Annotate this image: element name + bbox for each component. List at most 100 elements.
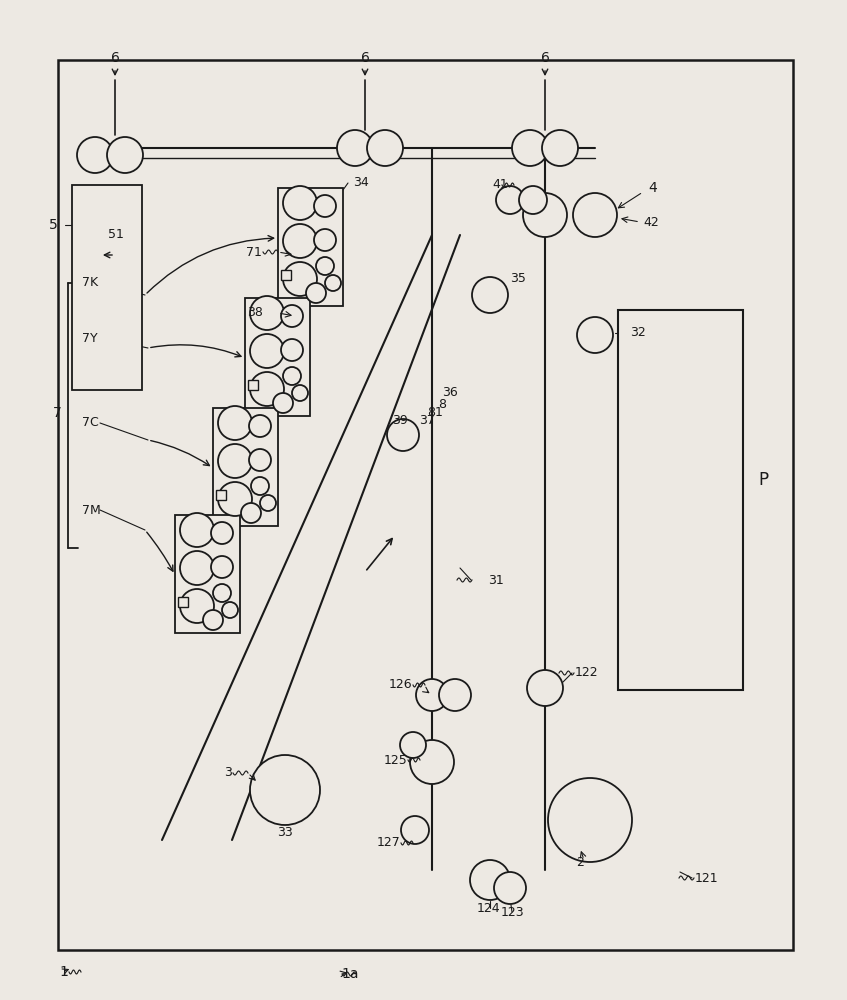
Circle shape — [218, 444, 252, 478]
Circle shape — [218, 482, 252, 516]
Text: 8: 8 — [438, 398, 446, 412]
Text: 125: 125 — [383, 754, 407, 766]
Bar — [178, 597, 188, 607]
Bar — [278, 188, 343, 306]
Circle shape — [218, 406, 252, 440]
Circle shape — [180, 589, 214, 623]
Text: 6: 6 — [540, 51, 550, 65]
Circle shape — [107, 137, 143, 173]
Circle shape — [250, 372, 284, 406]
Text: 121: 121 — [695, 871, 718, 884]
Bar — [248, 380, 258, 390]
Circle shape — [573, 193, 617, 237]
Text: 7: 7 — [53, 406, 62, 420]
Circle shape — [314, 195, 336, 217]
Circle shape — [401, 816, 429, 844]
Circle shape — [213, 584, 231, 602]
Circle shape — [180, 513, 214, 547]
Text: 36: 36 — [442, 386, 458, 399]
Text: 127: 127 — [376, 836, 400, 850]
Circle shape — [180, 551, 214, 585]
Text: 123: 123 — [501, 906, 523, 918]
Circle shape — [314, 229, 336, 251]
Text: 42: 42 — [643, 216, 659, 229]
Circle shape — [519, 186, 547, 214]
Text: 38: 38 — [247, 306, 263, 320]
Circle shape — [292, 385, 308, 401]
Circle shape — [306, 283, 326, 303]
Circle shape — [250, 296, 284, 330]
Text: 6: 6 — [111, 51, 119, 65]
Circle shape — [410, 740, 454, 784]
Text: 81: 81 — [427, 406, 443, 420]
Circle shape — [496, 186, 524, 214]
Circle shape — [548, 778, 632, 862]
Text: 124: 124 — [476, 902, 500, 914]
Text: 34: 34 — [353, 176, 368, 188]
Circle shape — [400, 732, 426, 758]
Text: P: P — [758, 471, 768, 489]
Circle shape — [542, 130, 578, 166]
Text: 4: 4 — [648, 181, 656, 195]
Circle shape — [281, 305, 303, 327]
Text: 7Y: 7Y — [82, 332, 97, 344]
Text: 71: 71 — [246, 245, 262, 258]
Text: 5: 5 — [49, 218, 58, 232]
Text: 1a: 1a — [341, 967, 359, 981]
Text: 2: 2 — [576, 856, 584, 868]
Circle shape — [77, 137, 113, 173]
Text: 126: 126 — [389, 678, 412, 692]
Circle shape — [241, 503, 261, 523]
Circle shape — [494, 872, 526, 904]
Circle shape — [283, 367, 301, 385]
Text: 41: 41 — [492, 178, 508, 192]
Text: 51: 51 — [108, 229, 124, 241]
Circle shape — [249, 415, 271, 437]
Circle shape — [211, 522, 233, 544]
Text: 1: 1 — [59, 965, 68, 979]
Circle shape — [249, 449, 271, 471]
Circle shape — [439, 679, 471, 711]
Circle shape — [470, 860, 510, 900]
Bar — [245, 298, 310, 416]
Circle shape — [387, 419, 419, 451]
Bar — [72, 185, 142, 390]
Circle shape — [283, 262, 317, 296]
Circle shape — [273, 393, 293, 413]
Circle shape — [203, 610, 223, 630]
Text: 31: 31 — [488, 574, 504, 586]
Circle shape — [316, 257, 334, 275]
Circle shape — [416, 679, 448, 711]
Circle shape — [222, 602, 238, 618]
Circle shape — [250, 334, 284, 368]
Text: 3: 3 — [224, 766, 232, 780]
Text: 33: 33 — [277, 826, 293, 840]
Text: 122: 122 — [575, 666, 599, 680]
Circle shape — [283, 186, 317, 220]
Circle shape — [337, 130, 373, 166]
Text: 32: 32 — [630, 326, 645, 340]
Circle shape — [211, 556, 233, 578]
Text: 35: 35 — [510, 271, 526, 284]
Text: 6: 6 — [361, 51, 369, 65]
Text: 39: 39 — [392, 414, 408, 426]
Circle shape — [250, 755, 320, 825]
Circle shape — [512, 130, 548, 166]
Text: 7C: 7C — [82, 416, 99, 430]
Circle shape — [527, 670, 563, 706]
Circle shape — [325, 275, 341, 291]
Bar — [618, 310, 743, 690]
Bar — [213, 408, 278, 526]
Bar — [175, 515, 240, 633]
Text: 37: 37 — [419, 414, 435, 426]
Circle shape — [472, 277, 508, 313]
Bar — [281, 270, 291, 280]
Circle shape — [367, 130, 403, 166]
Circle shape — [577, 317, 613, 353]
Text: 7M: 7M — [82, 504, 101, 516]
Circle shape — [281, 339, 303, 361]
Circle shape — [523, 193, 567, 237]
Circle shape — [251, 477, 269, 495]
Bar — [216, 490, 226, 500]
Circle shape — [283, 224, 317, 258]
